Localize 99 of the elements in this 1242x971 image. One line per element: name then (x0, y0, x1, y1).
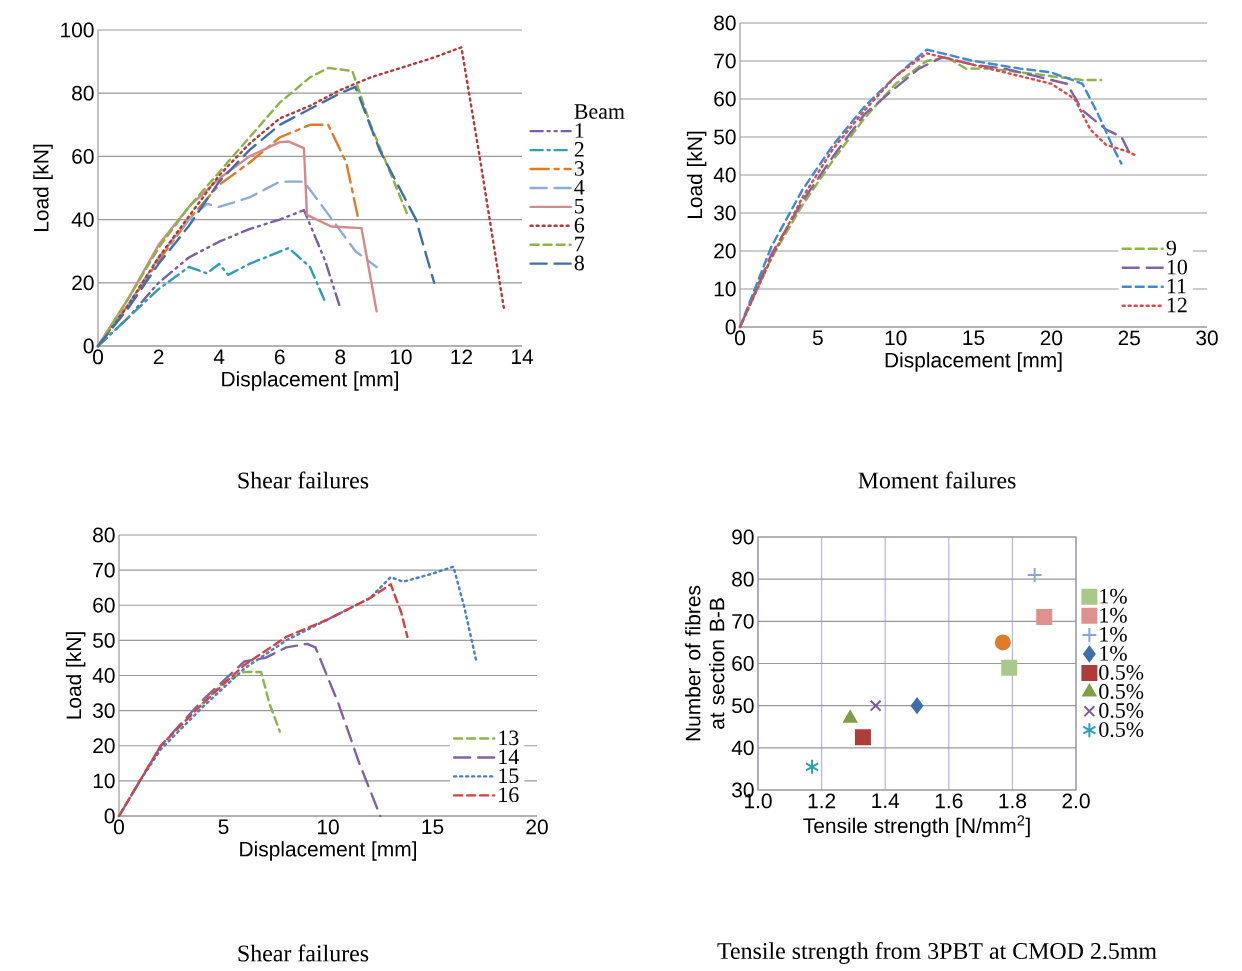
legend-title: Beam (574, 104, 625, 119)
x-tick-label: 14 (511, 349, 534, 364)
y-tick-label: 10 (714, 281, 736, 297)
y-tick-label: 20 (93, 738, 115, 754)
x-axis-title: Displacement [mm] (240, 841, 416, 861)
x-tick-label: 30 (1196, 330, 1218, 346)
point (1026, 566, 1043, 583)
x-tick-label: 1.2 (808, 793, 836, 809)
y-tick-label: 70 (732, 613, 754, 629)
legend-label: 10 (1167, 259, 1187, 275)
legend-label: 2 (574, 142, 584, 157)
x-tick-label: 5 (218, 819, 229, 835)
y-tick-label: 60 (732, 656, 754, 671)
y-tick-label: 100 (61, 22, 94, 38)
legend-label: 0.5% (1099, 664, 1144, 680)
y-tick-label: 40 (731, 740, 754, 756)
x-axis-title: Displacement [mm] (885, 352, 1062, 372)
legend-label: 3 (574, 161, 584, 176)
x-tick-label: 15 (422, 819, 444, 835)
text: Shear failures (238, 471, 369, 489)
point (854, 729, 871, 746)
point (1001, 659, 1018, 676)
y-tick-label: 80 (72, 85, 94, 101)
x-tick-label: 20 (526, 819, 548, 835)
x-tick-label: 4 (213, 349, 225, 364)
y-tick-label: 20 (72, 275, 94, 291)
y-tick-label: 50 (714, 129, 736, 145)
legend-label: 14 (499, 749, 519, 764)
y-tick-label: 0 (725, 319, 736, 335)
x-tick-label: 10 (885, 330, 907, 346)
y-tick-label: 0 (104, 808, 115, 824)
legend-label: 11 (1167, 278, 1186, 294)
x-tick-label: 25 (1118, 330, 1140, 346)
legend-label: 12 (1167, 297, 1187, 313)
y-tick-label: 40 (71, 212, 94, 227)
y-tick-label: 80 (93, 527, 115, 543)
text: Shear failures (238, 944, 369, 962)
point (994, 634, 1011, 651)
x-tick-label: 6 (274, 349, 285, 365)
legend-label: 5 (575, 198, 584, 214)
y-tick-label: 60 (93, 597, 115, 613)
legend-label: 9 (1166, 240, 1176, 256)
x-tick-label: 1.4 (872, 793, 900, 808)
legend-label: 1% (1100, 607, 1127, 623)
x-tick-label: 8 (335, 349, 346, 365)
y-tick-label: 40 (92, 668, 115, 683)
legend-label: 1% (1100, 645, 1127, 661)
y-axis-title: Load [kN] (686, 131, 707, 219)
legend-label: 13 (499, 730, 519, 746)
y-tick-label: 70 (714, 53, 736, 69)
legend-label: 1 (575, 123, 584, 138)
y-tick-label: 60 (714, 91, 736, 107)
y-tick-label: 30 (714, 205, 736, 221)
text: Tensile strength from 3PBT at CMOD 2.5mm (717, 942, 1157, 964)
legend-label: 7 (575, 236, 585, 252)
y-tick-label: 40 (713, 167, 736, 183)
y-axis-title: Load [kN] (65, 632, 86, 719)
x-tick-label: 10 (390, 349, 412, 365)
point (805, 758, 820, 775)
line-series (201, 670, 282, 733)
x-tick-label: 5 (812, 330, 823, 346)
line-series (117, 582, 409, 818)
text: Moment failures (858, 471, 1016, 489)
y-tick-label: 30 (93, 703, 115, 719)
x-tick-label: 12 (451, 349, 473, 365)
legend-label: 6 (574, 217, 585, 233)
legend-label: 1% (1100, 626, 1127, 642)
point (910, 697, 924, 714)
legend-label: 4 (574, 180, 585, 195)
legend-label: 0.5% (1099, 703, 1144, 718)
y-tick-label: 60 (72, 148, 94, 164)
legend-label: 1% (1100, 588, 1127, 604)
y-tick-label: 80 (732, 571, 754, 587)
legend-label: 15 (499, 768, 519, 784)
x-axis-title: Displacement [mm] (222, 371, 398, 391)
y-tick-label: 10 (93, 773, 115, 789)
y-tick-label: 80 (714, 15, 736, 31)
y-tick-label: 70 (93, 562, 115, 578)
x-tick-label: 20 (1040, 330, 1063, 346)
x-tick-label: 1.6 (935, 793, 963, 809)
point (869, 699, 882, 712)
x-tick-label: 15 (963, 330, 985, 346)
x-tick-label: 1.8 (999, 793, 1027, 809)
y-tick-label: 50 (732, 698, 754, 714)
y-axis-title: Load [kN] (33, 144, 53, 232)
x-axis-title: Tensile strength [N/mm$^{2}$] (803, 815, 1030, 838)
x-tick-label: 2 (153, 349, 164, 365)
point (843, 710, 858, 723)
y-tick-label: 20 (714, 243, 736, 259)
x-tick-label: 10 (317, 819, 339, 835)
y-axis-title: Number of fibres at section B-B (685, 585, 725, 741)
legend-label: 0.5% (1099, 722, 1144, 738)
y-tick-label: 50 (93, 632, 115, 648)
x-tick-label: 2.0 (1062, 793, 1090, 809)
legend-label: 16 (499, 787, 519, 803)
legend-label: 8 (574, 255, 584, 271)
legend-label: 0.5% (1099, 684, 1144, 699)
point (1036, 609, 1053, 626)
y-tick-label: 90 (732, 529, 754, 545)
